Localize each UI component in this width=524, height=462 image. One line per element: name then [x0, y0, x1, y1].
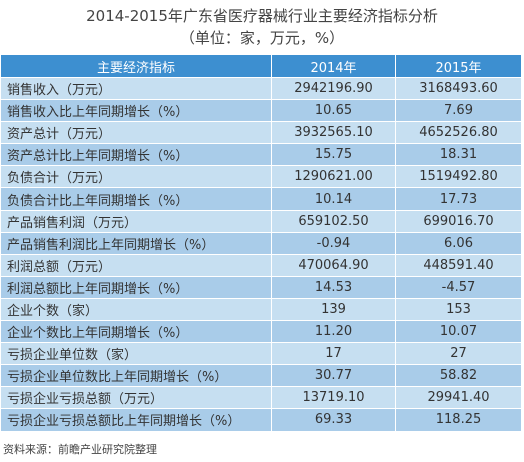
indicator-label: 企业个数比上年同期增长（%）: [1, 321, 272, 344]
table-row: 企业个数比上年同期增长（%） 11.20 10.07: [1, 321, 522, 344]
value-2014: 17: [272, 343, 396, 366]
indicator-label: 负债合计比上年同期增长（%）: [1, 188, 272, 211]
table-row: 企业个数（家） 139 153: [1, 298, 522, 322]
chart-title: 2014-2015年广东省医疗器械行业主要经济指标分析 （单位：家，万元，%）: [0, 0, 524, 56]
source-note: 资料来源：前瞻产业研究院整理: [3, 443, 157, 456]
value-2014: -0.94: [272, 232, 396, 255]
table-row: 销售收入（万元） 2942196.90 3168493.60: [1, 78, 522, 101]
value-2014: 3932565.10: [272, 122, 396, 145]
indicator-label: 资产总计比上年同期增长（%）: [1, 144, 272, 167]
table-row: 亏损企业亏损总额比上年同期增长（%） 69.33 118.25: [1, 409, 522, 432]
value-2015: 448591.40: [396, 254, 522, 277]
value-2015: 17.73: [396, 188, 522, 211]
column-header-2015: 2015年: [396, 55, 522, 78]
indicator-label: 销售收入（万元）: [1, 78, 272, 101]
value-2014: 139: [272, 298, 396, 322]
value-2015: 7.69: [396, 100, 522, 123]
column-header-2014: 2014年: [272, 55, 396, 78]
indicator-label: 企业个数（家）: [1, 298, 272, 322]
value-2014: 10.65: [272, 100, 396, 123]
value-2014: 30.77: [272, 365, 396, 388]
table-row: 资产总计（万元） 3932565.10 4652526.80: [1, 122, 522, 145]
indicator-label: 资产总计（万元）: [1, 122, 272, 145]
value-2015: 1519492.80: [396, 166, 522, 189]
value-2015: 153: [396, 298, 522, 322]
value-2014: 15.75: [272, 144, 396, 167]
value-2015: 58.82: [396, 365, 522, 388]
indicator-label: 亏损企业亏损总额比上年同期增长（%）: [1, 409, 272, 432]
value-2014: 2942196.90: [272, 78, 396, 101]
value-2015: 118.25: [396, 409, 522, 432]
indicator-label: 亏损企业单位数比上年同期增长（%）: [1, 365, 272, 388]
value-2014: 470064.90: [272, 254, 396, 277]
value-2014: 11.20: [272, 321, 396, 344]
indicator-label: 利润总额（万元）: [1, 254, 272, 277]
table-header-row: 主要经济指标 2014年 2015年: [1, 55, 522, 78]
indicator-label: 销售收入比上年同期增长（%）: [1, 100, 272, 123]
table-body: 销售收入（万元） 2942196.90 3168493.60 销售收入比上年同期增长（…: [1, 78, 522, 432]
table-row: 利润总额比上年同期增长（%） 14.53 -4.57: [1, 276, 522, 299]
indicator-label: 产品销售利润（万元）: [1, 210, 272, 233]
indicator-table: 主要经济指标 2014年 2015年 销售收入（万元） 2942196.90 316…: [1, 55, 522, 432]
table-row: 资产总计比上年同期增长（%） 15.75 18.31: [1, 144, 522, 167]
value-2014: 13719.10: [272, 387, 396, 410]
table-row: 产品销售利润（万元） 659102.50 699016.70: [1, 210, 522, 233]
value-2015: 18.31: [396, 144, 522, 167]
value-2015: 29941.40: [396, 387, 522, 410]
column-header-indicator: 主要经济指标: [1, 55, 272, 78]
value-2014: 14.53: [272, 276, 396, 299]
indicator-label: 利润总额比上年同期增长（%）: [1, 276, 272, 299]
table-row: 负债合计（万元） 1290621.00 1519492.80: [1, 166, 522, 189]
indicator-label: 产品销售利润比上年同期增长（%）: [1, 232, 272, 255]
table-row: 销售收入比上年同期增长（%） 10.65 7.69: [1, 100, 522, 123]
indicator-label: 负债合计（万元）: [1, 166, 272, 189]
title-units: （单位：家，万元，%）: [179, 29, 345, 47]
value-2014: 1290621.00: [272, 166, 396, 189]
table-row: 负债合计比上年同期增长（%） 10.14 17.73: [1, 188, 522, 211]
value-2015: 4652526.80: [396, 122, 522, 145]
title-main: 2014-2015年广东省医疗器械行业主要经济指标分析: [86, 7, 438, 25]
indicator-label: 亏损企业亏损总额（万元）: [1, 387, 272, 410]
table-row: 亏损企业亏损总额（万元） 13719.10 29941.40: [1, 387, 522, 410]
table-row: 亏损企业单位数（家） 17 27: [1, 343, 522, 366]
table-row: 亏损企业单位数比上年同期增长（%） 30.77 58.82: [1, 365, 522, 388]
value-2015: 27: [396, 343, 522, 366]
value-2014: 659102.50: [272, 210, 396, 233]
table-row: 产品销售利润比上年同期增长（%） -0.94 6.06: [1, 232, 522, 255]
value-2014: 10.14: [272, 188, 396, 211]
value-2015: -4.57: [396, 276, 522, 299]
table-row: 利润总额（万元） 470064.90 448591.40: [1, 254, 522, 277]
value-2015: 699016.70: [396, 210, 522, 233]
value-2015: 10.07: [396, 321, 522, 344]
value-2015: 3168493.60: [396, 78, 522, 101]
value-2015: 6.06: [396, 232, 522, 255]
indicator-label: 亏损企业单位数（家）: [1, 343, 272, 366]
value-2014: 69.33: [272, 409, 396, 432]
